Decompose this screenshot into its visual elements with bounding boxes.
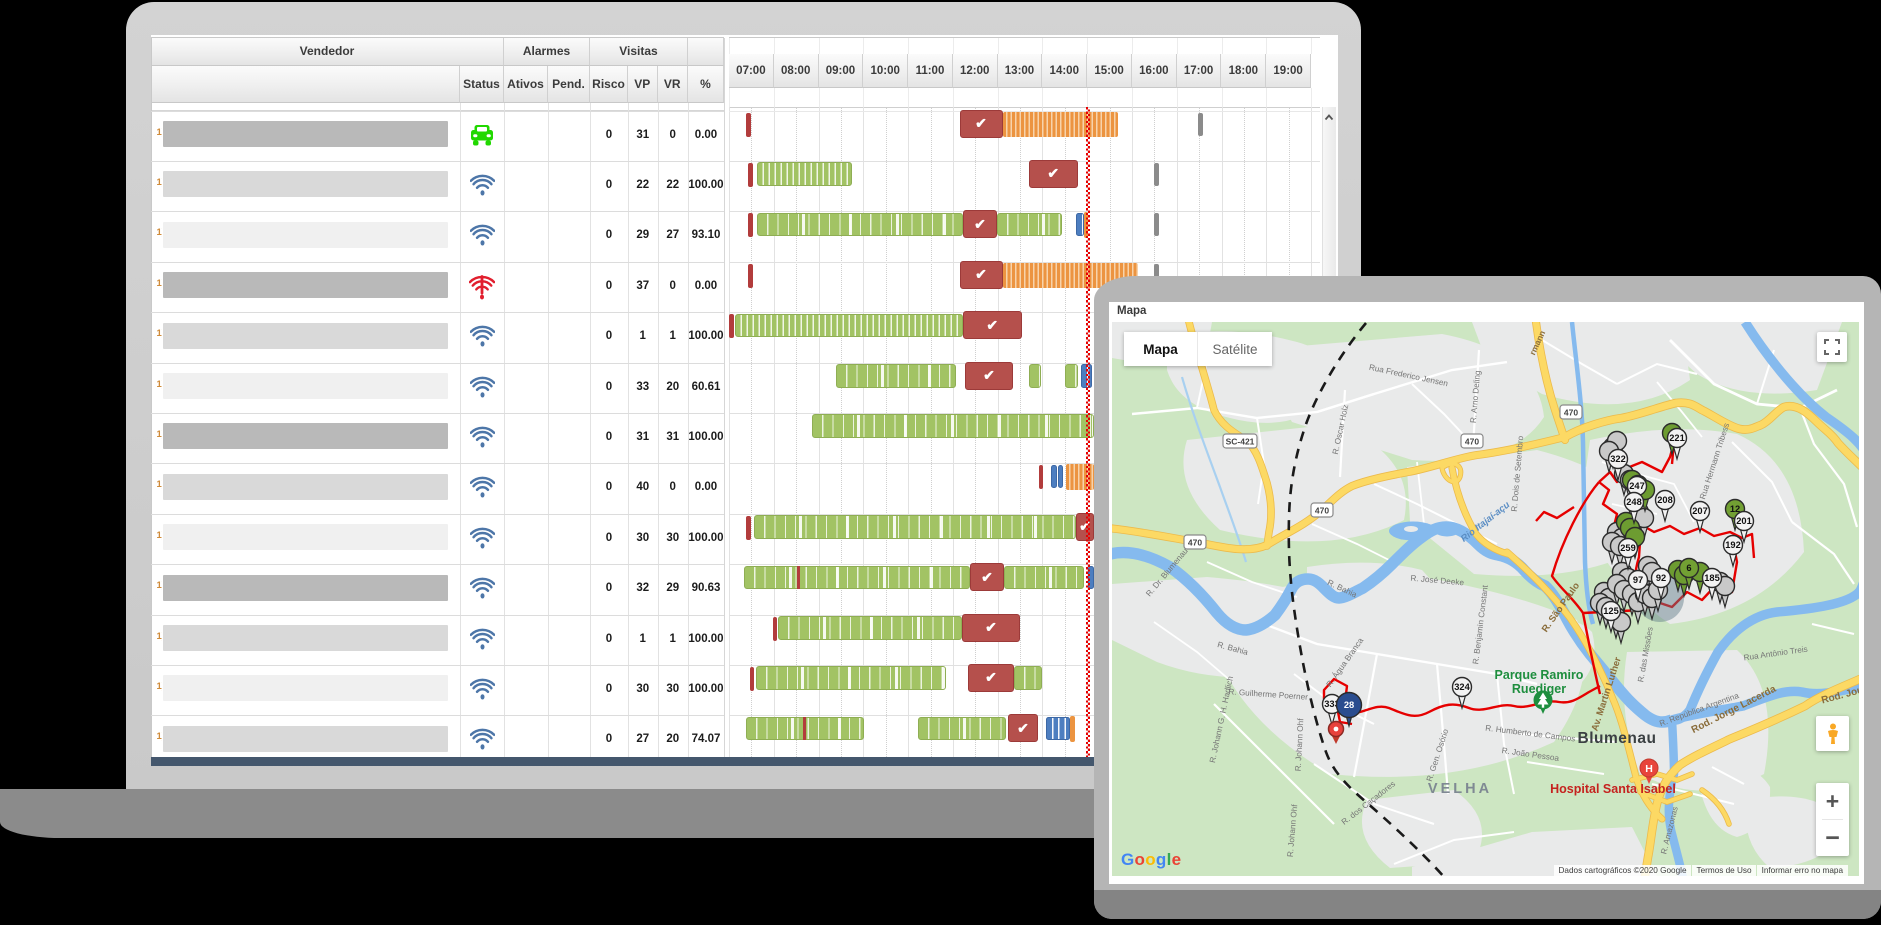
svg-text:221: 221 (1669, 433, 1685, 443)
svg-text:324: 324 (1454, 682, 1470, 692)
svg-text:248: 248 (1626, 497, 1642, 507)
svg-text:185: 185 (1704, 573, 1720, 583)
svg-text:Blumenau: Blumenau (1578, 730, 1657, 747)
svg-text:H: H (1645, 763, 1653, 775)
svg-text:6: 6 (1686, 563, 1691, 573)
svg-text:28: 28 (1344, 700, 1354, 710)
svg-text:322: 322 (1610, 454, 1626, 464)
svg-text:470: 470 (1188, 538, 1202, 548)
svg-text:470: 470 (1465, 437, 1479, 447)
svg-text:Ruediger: Ruediger (1512, 682, 1566, 696)
svg-text:Hospital Santa Isabel: Hospital Santa Isabel (1550, 782, 1676, 796)
svg-text:125: 125 (1603, 606, 1619, 616)
svg-text:Parque Ramiro: Parque Ramiro (1495, 668, 1584, 682)
svg-text:470: 470 (1564, 408, 1578, 418)
svg-text:97: 97 (1633, 575, 1643, 585)
svg-text:SC-421: SC-421 (1226, 437, 1255, 447)
svg-text:208: 208 (1657, 495, 1673, 505)
svg-text:R. Johann Ohf: R. Johann Ohf (1294, 718, 1306, 772)
svg-text:201: 201 (1736, 516, 1752, 526)
svg-text:192: 192 (1725, 540, 1741, 550)
svg-text:VELHA: VELHA (1428, 781, 1492, 797)
svg-text:207: 207 (1692, 506, 1708, 516)
svg-text:12: 12 (1730, 504, 1740, 514)
svg-text:333: 333 (1324, 699, 1340, 709)
svg-text:470: 470 (1315, 506, 1329, 516)
svg-text:259: 259 (1620, 543, 1636, 553)
svg-text:92: 92 (1656, 573, 1666, 583)
svg-text:247: 247 (1629, 481, 1645, 491)
